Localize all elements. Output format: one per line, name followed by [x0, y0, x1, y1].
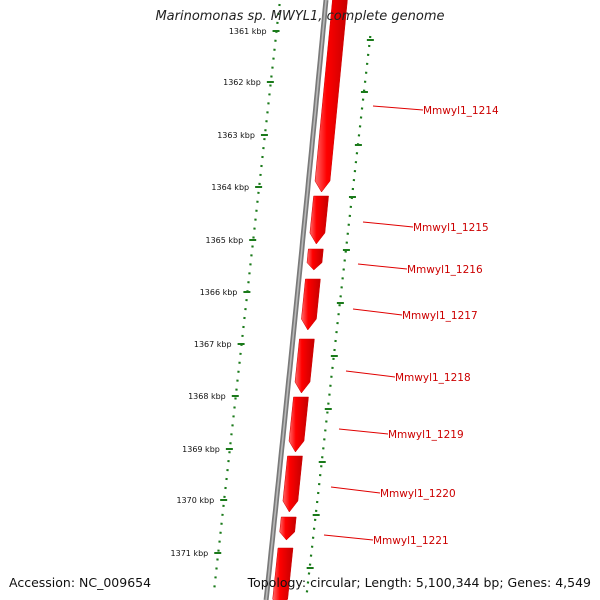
- ruler-tick-label: 1370 kbp: [176, 496, 214, 505]
- gene-leader-line: [372, 105, 424, 111]
- gene-arrow: [282, 455, 303, 513]
- right-ruler-line: [305, 35, 372, 597]
- gene-arrow: [294, 338, 315, 394]
- ruler-tick-label: 1363 kbp: [217, 131, 255, 140]
- gene-leader-line: [357, 263, 408, 270]
- ruler-tick-label: 1369 kbp: [182, 445, 220, 454]
- gene-arrow: [306, 248, 324, 271]
- gene-arrow: [279, 516, 297, 541]
- gene-arrow: [288, 396, 309, 453]
- ruler-tick-label: 1365 kbp: [205, 236, 243, 245]
- gene-label[interactable]: Mmwyl1_1216: [407, 264, 483, 276]
- topology-summary: Topology: circular; Length: 5,100,344 bp…: [247, 575, 591, 590]
- ruler-tick-label: 1366 kbp: [200, 288, 238, 297]
- ruler-tick-label: 1364 kbp: [211, 183, 249, 192]
- gene-label[interactable]: Mmwyl1_1218: [395, 372, 471, 384]
- ruler-tick-label: 1362 kbp: [223, 78, 261, 87]
- genome-backbone: [263, 0, 329, 600]
- gene-leader-line: [338, 428, 389, 435]
- gene-track: [272, 0, 348, 600]
- map-title: Marinomonas sp. MWYL1, complete genome: [155, 9, 445, 24]
- ruler-tick-label: 1367 kbp: [194, 340, 232, 349]
- ruler-ticks: 1361 kbp 1362 kbp 1363 kbp 1364 kbp 1365 kbp…: [171, 27, 374, 569]
- gene-leader-line: [345, 370, 396, 378]
- gene-leader-line: [323, 534, 374, 541]
- accession-text: Accession: NC_009654: [9, 575, 152, 590]
- gene-arrow: [309, 195, 329, 245]
- gene-arrow: [301, 278, 321, 331]
- ruler-tick-label: 1368 kbp: [188, 392, 226, 401]
- gene-arrow: [314, 0, 348, 193]
- gene-leader-line: [330, 486, 381, 494]
- gene-label[interactable]: Mmwyl1_1221: [373, 535, 449, 547]
- gene-arrow: [272, 547, 294, 600]
- ruler-tick-label: 1371 kbp: [171, 549, 209, 558]
- ruler-dotted-lines: [212, 3, 372, 597]
- backbone-highlight: [265, 0, 327, 600]
- gene-leader-line: [362, 221, 414, 228]
- gene-label[interactable]: Mmwyl1_1215: [413, 222, 489, 234]
- gene-leader-line: [352, 308, 403, 316]
- gene-label[interactable]: Mmwyl1_1214: [423, 105, 499, 117]
- ruler-tick-label: 1361 kbp: [229, 27, 267, 36]
- gene-label[interactable]: Mmwyl1_1217: [402, 310, 478, 322]
- gene-labels: Mmwyl1_1214 Mmwyl1_1215 Mmwyl1_1216 Mmwyl1_…: [323, 105, 499, 547]
- left-ruler-line: [212, 3, 281, 595]
- gene-label[interactable]: Mmwyl1_1220: [380, 488, 456, 500]
- gene-label[interactable]: Mmwyl1_1219: [388, 429, 464, 441]
